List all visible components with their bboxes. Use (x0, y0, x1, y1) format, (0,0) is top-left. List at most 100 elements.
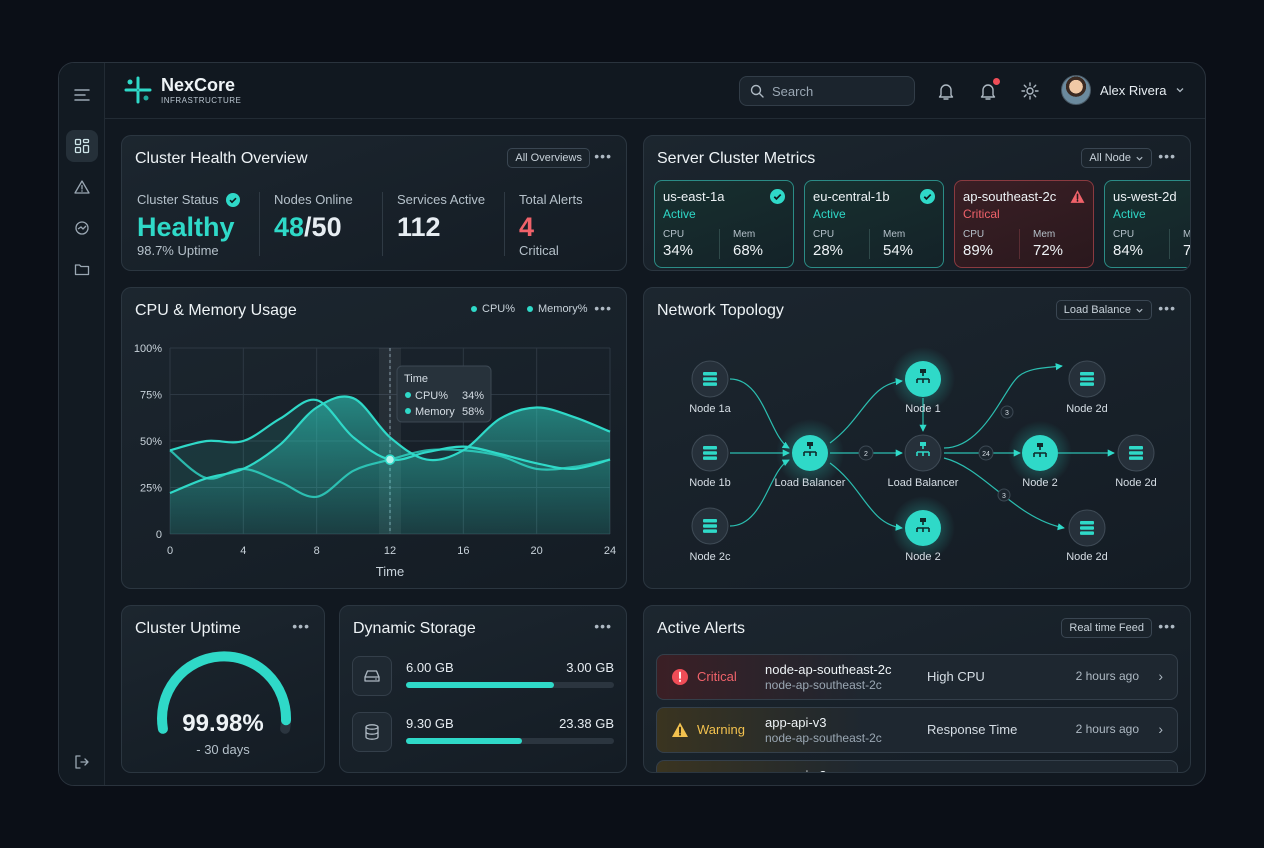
warning-icon (672, 722, 688, 737)
chevron-down-icon (1136, 308, 1143, 313)
top-bar: NexCore INFRASTRUCTURE Search Alex River… (105, 63, 1205, 119)
topology-filter-dropdown[interactable]: Load Balance (1055, 300, 1152, 320)
alerts-bell-icon[interactable] (977, 77, 1001, 102)
divider (869, 229, 870, 259)
divider (1169, 229, 1170, 259)
x-tick-label: 4 (240, 545, 246, 557)
node-1b[interactable]: Node 1b (689, 434, 731, 489)
alert-name: app-api-v3 (765, 715, 827, 730)
node-label: Load Balancer (888, 477, 959, 489)
uptime-period: - 30 days (196, 742, 250, 757)
node-2d-bottom[interactable]: Node 2d (1066, 509, 1108, 563)
alert-type: Response Time (927, 722, 1018, 737)
storage-used: 6.00 GB (406, 660, 454, 675)
mem-value: 54% (883, 242, 914, 259)
total-alerts-value: 4 (519, 212, 535, 242)
x-axis-label: Time (376, 564, 404, 579)
user-menu[interactable]: Alex Rivera (1061, 75, 1185, 105)
server-card-us-east-1a[interactable]: us-east-1a Active CPU 34% Mem 68% (654, 180, 794, 268)
y-tick-label: 50% (140, 436, 162, 448)
node-label: Node 2c (690, 551, 731, 563)
node-1[interactable]: Node 1 (891, 347, 955, 415)
x-tick-label: 0 (167, 545, 173, 557)
notifications-icon[interactable] (935, 80, 957, 102)
settings-gear-icon[interactable] (1019, 80, 1041, 102)
storage-row[interactable]: 9.30 GB 23.38 GB (352, 712, 614, 754)
chart-tooltip: Time CPU% 34% Memory 58% (396, 365, 492, 423)
filter-label: Real time Feed (1069, 622, 1144, 634)
card-title: Cluster Uptime (135, 620, 241, 637)
node-2d-top[interactable]: Node 2d (1066, 360, 1108, 415)
more-options-icon[interactable]: ••• (1158, 148, 1176, 164)
dashboard-icon[interactable] (66, 130, 98, 162)
divider (382, 192, 383, 256)
card-title: Cluster Health Overview (135, 150, 308, 167)
node-label: Node 1 (905, 403, 940, 415)
cluster-status-label: Cluster Status (137, 192, 219, 207)
overview-filter-dropdown[interactable]: All Overviews (507, 148, 590, 168)
server-card-us-west-2d[interactable]: us-west-2d Active CPU 84% Mem 7 (1104, 180, 1190, 268)
alert-time: 2 hours ago (1075, 722, 1139, 736)
node-2-right[interactable]: Node 2 (1008, 421, 1072, 489)
server-status: Active (663, 207, 696, 221)
divider (719, 229, 720, 259)
cpu-value: 28% (813, 242, 844, 259)
app-subtitle: INFRASTRUCTURE (161, 95, 242, 105)
folder-icon[interactable] (66, 253, 98, 285)
alert-row[interactable]: app-api-v2 (656, 760, 1178, 772)
more-options-icon[interactable]: ••• (1158, 618, 1176, 634)
chevron-down-icon (1177, 88, 1184, 93)
node-label: Node 2 (905, 551, 940, 563)
more-options-icon[interactable]: ••• (594, 148, 612, 164)
server-card-eu-central-1b[interactable]: eu-central-1b Active CPU 28% Mem 54% (804, 180, 944, 268)
logo[interactable]: NexCore INFRASTRUCTURE (123, 75, 241, 105)
memory-area (170, 399, 610, 534)
dynamic-storage-card: Dynamic Storage ••• 6.00 GB 3.00 GB 9.30… (339, 605, 627, 773)
analytics-icon[interactable] (66, 212, 98, 244)
nodes-total: /50 (304, 212, 342, 242)
load-balancer-primary[interactable]: Load Balancer (775, 419, 846, 489)
storage-row[interactable]: 6.00 GB 3.00 GB (352, 656, 614, 698)
total-alerts-label: Total Alerts (519, 192, 583, 207)
alert-row[interactable]: Warning app-api-v3 node-ap-southeast-2c … (656, 707, 1178, 753)
chevron-right-icon[interactable]: › (1158, 721, 1163, 737)
more-options-icon[interactable]: ••• (292, 618, 310, 634)
node-2d-middle[interactable]: Node 2d (1115, 434, 1157, 489)
server-status: Critical (963, 207, 1000, 221)
server-name: us-west-2d (1113, 189, 1177, 204)
x-tick-label: 24 (604, 545, 616, 557)
more-options-icon[interactable]: ••• (1158, 300, 1176, 316)
more-options-icon[interactable]: ••• (594, 618, 612, 634)
legend-memory[interactable]: Memory% (527, 303, 588, 315)
y-tick-label: 75% (140, 390, 162, 402)
search-input[interactable]: Search (739, 76, 915, 106)
menu-icon[interactable] (66, 79, 98, 111)
load-balancer-secondary[interactable]: Load Balancer (888, 434, 959, 489)
server-card-ap-southeast-2c[interactable]: ap-southeast-2c Critical CPU 89% Mem 72% (954, 180, 1094, 268)
legend-cpu[interactable]: CPU% (471, 303, 515, 315)
node-2c[interactable]: Node 2c (690, 507, 731, 563)
node-filter-dropdown[interactable]: All Node (1081, 148, 1152, 168)
more-options-icon[interactable]: ••• (594, 300, 612, 316)
cpu-area (170, 396, 610, 534)
node-1a[interactable]: Node 1a (689, 360, 732, 415)
usage-chart[interactable]: 0 25% 50% 75% 100% 0 4 8 12 16 20 24 Time Time CPU%… (122, 324, 626, 588)
node-label: Node 2 (1022, 477, 1057, 489)
nodes-online-block: Nodes Online 48/50 (274, 192, 353, 243)
logo-icon (124, 76, 152, 104)
node-label: Load Balancer (775, 477, 846, 489)
check-icon (225, 192, 240, 207)
chevron-right-icon[interactable]: › (1158, 668, 1163, 684)
warning-icon[interactable] (66, 171, 98, 203)
card-title: Dynamic Storage (353, 620, 476, 637)
node-2-bottom[interactable]: Node 2 (891, 496, 955, 563)
legend-label: Memory% (538, 303, 588, 315)
services-active-block: Services Active 112 (397, 192, 485, 243)
uptime-gauge (157, 651, 292, 734)
alert-row[interactable]: Critical node-ap-southeast-2c node-ap-so… (656, 654, 1178, 700)
services-active-label: Services Active (397, 192, 486, 207)
logout-icon[interactable] (66, 746, 98, 778)
alert-name: app-api-v2 (765, 768, 826, 772)
avatar (1061, 75, 1091, 105)
realtime-feed-toggle[interactable]: Real time Feed (1061, 618, 1152, 638)
